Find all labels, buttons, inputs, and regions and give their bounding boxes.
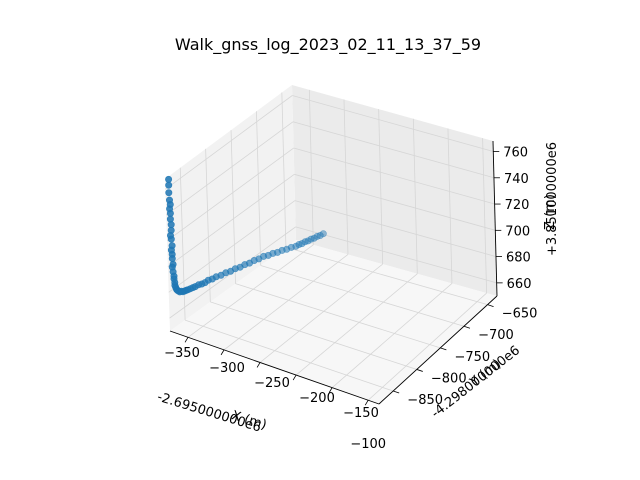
y-grid-line bbox=[235, 283, 441, 349]
grid-lines bbox=[165, 89, 497, 401]
x-grid-line bbox=[331, 283, 453, 388]
z-grid-line bbox=[166, 147, 294, 242]
y-tick-label: −850 bbox=[407, 393, 443, 408]
axis-lines bbox=[169, 140, 498, 405]
z-grid-line bbox=[292, 95, 494, 152]
x-tick-label: −250 bbox=[254, 376, 290, 391]
y-tick-label: −750 bbox=[455, 350, 491, 365]
z-grid-line bbox=[293, 147, 495, 205]
x-grid-line bbox=[367, 292, 487, 401]
x-tick-mark bbox=[220, 349, 225, 356]
z-offset-text: +3.851000000e6 bbox=[545, 142, 560, 256]
y-tick-label: −800 bbox=[431, 371, 467, 386]
scatter-points bbox=[165, 175, 327, 296]
y-tick-label: −700 bbox=[478, 328, 514, 343]
x-grid-line bbox=[295, 273, 418, 376]
y-grid-line bbox=[281, 92, 287, 248]
x-tick-label: −100 bbox=[350, 437, 386, 452]
scatter-point bbox=[313, 232, 321, 240]
x-grid-line bbox=[482, 138, 488, 294]
y-grid-line bbox=[210, 301, 417, 370]
z-tick-label: 700 bbox=[505, 224, 530, 239]
x-grid-line bbox=[187, 244, 314, 338]
x-tick-mark bbox=[364, 400, 369, 406]
x-grid-line bbox=[378, 109, 384, 265]
tick-marks: −350 −300 −250 −200 −150 −100 −850 −800 −750 −700… bbox=[164, 146, 537, 453]
pane-back bbox=[292, 85, 497, 296]
y-axis-line bbox=[378, 295, 498, 405]
z-axis-line bbox=[492, 140, 498, 297]
x-tick-label: −200 bbox=[299, 391, 335, 406]
y-grid-line bbox=[205, 148, 211, 302]
x-grid-line bbox=[343, 99, 349, 255]
z-grid-line bbox=[168, 200, 296, 293]
x-grid-line bbox=[223, 254, 349, 351]
z-grid-line bbox=[165, 95, 293, 190]
x-tick-label: −300 bbox=[209, 361, 245, 376]
scatter-point bbox=[165, 175, 173, 183]
z-tick-label: 740 bbox=[504, 172, 529, 187]
y-tick-label: −650 bbox=[502, 307, 538, 322]
scatter-point bbox=[165, 181, 173, 189]
x-tick-mark bbox=[256, 362, 261, 368]
x-tick-mark bbox=[292, 374, 297, 381]
z-tick-label: 680 bbox=[506, 251, 531, 266]
z-tick-label: 760 bbox=[503, 146, 528, 161]
z-grid-line bbox=[294, 173, 496, 231]
z-grid-line bbox=[167, 173, 295, 267]
y-tick-mark bbox=[416, 369, 423, 372]
y-grid-line bbox=[285, 246, 488, 306]
axis-panes bbox=[165, 85, 497, 404]
z-grid-line bbox=[292, 121, 495, 179]
z-tick-label: 660 bbox=[507, 277, 532, 292]
pane-left bbox=[165, 85, 296, 331]
x-grid-line bbox=[308, 89, 314, 245]
x-grid-line bbox=[412, 118, 418, 274]
y-tick-mark bbox=[487, 304, 494, 308]
scatter-point bbox=[168, 255, 176, 263]
y-grid-line bbox=[256, 111, 262, 266]
x-tick-mark bbox=[184, 337, 189, 343]
x-tick-label: −150 bbox=[343, 406, 379, 421]
pane-floor bbox=[170, 240, 497, 404]
scatter-point bbox=[316, 232, 324, 240]
x-grid-line bbox=[259, 263, 383, 363]
y-tick-mark bbox=[463, 325, 471, 329]
scatter-point bbox=[167, 235, 175, 243]
scatter-point bbox=[319, 230, 327, 238]
y-grid-line bbox=[230, 130, 236, 284]
y-grid-line bbox=[184, 319, 394, 392]
scatter-point bbox=[167, 221, 175, 229]
x-axis-line bbox=[169, 330, 380, 405]
y-tick-mark bbox=[393, 390, 400, 394]
z-grid-line bbox=[295, 226, 497, 284]
y-grid-line bbox=[260, 265, 465, 327]
scatter-point bbox=[165, 189, 173, 197]
x-tick-mark bbox=[328, 387, 333, 393]
z-tick-label: 720 bbox=[505, 198, 530, 213]
z-axis-label: Z (m) bbox=[543, 194, 558, 230]
scatter-point bbox=[310, 234, 318, 242]
chart-title: Walk_gnss_log_2023_02_11_13_37_59 bbox=[175, 35, 481, 55]
z-grid-line bbox=[294, 200, 497, 257]
x-grid-line bbox=[447, 128, 453, 284]
y-tick-mark bbox=[440, 347, 447, 351]
x-tick-label: −350 bbox=[164, 346, 200, 361]
z-grid-line bbox=[165, 121, 294, 216]
